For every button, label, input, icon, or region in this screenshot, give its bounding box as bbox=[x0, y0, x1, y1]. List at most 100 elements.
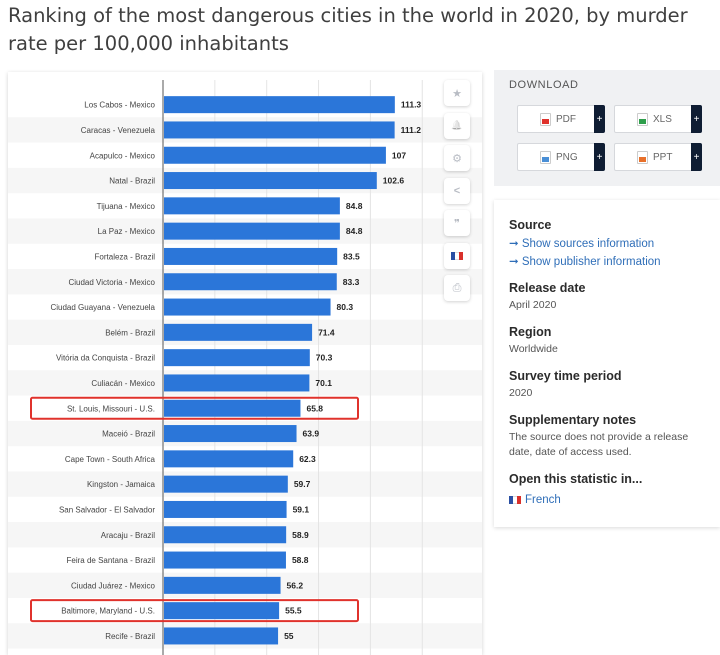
cite-button[interactable]: ❞ bbox=[444, 210, 470, 236]
flag-fr-icon bbox=[509, 495, 521, 504]
category-label: Ciudad Juárez - Mexico bbox=[71, 581, 156, 590]
survey-period-heading: Survey time period bbox=[509, 369, 622, 383]
value-label: 70.3 bbox=[316, 353, 333, 363]
supplementary-notes-heading: Supplementary notes bbox=[509, 413, 637, 427]
release-date-value: April 2020 bbox=[509, 299, 557, 311]
bar[interactable] bbox=[164, 374, 310, 392]
bar-chart: Los Cabos - Mexico 111.3 Caracas - Venezue… bbox=[8, 80, 482, 655]
settings-icon: ⚙ bbox=[452, 152, 462, 165]
ppt-file-icon bbox=[637, 150, 648, 164]
bar[interactable] bbox=[164, 121, 395, 139]
download-xls-button[interactable]: XLS + bbox=[614, 105, 702, 133]
region-value: Worldwide bbox=[509, 343, 558, 355]
png-plus: + bbox=[594, 143, 605, 171]
xls-plus: + bbox=[691, 105, 702, 133]
favorite-button[interactable]: ★ bbox=[444, 80, 470, 106]
supplementary-notes-value: The source does not provide a release da… bbox=[509, 431, 689, 458]
value-label: 55.5 bbox=[285, 606, 302, 616]
value-label: 80.3 bbox=[337, 302, 354, 312]
bar[interactable] bbox=[164, 500, 287, 518]
survey-period-value: 2020 bbox=[509, 387, 533, 399]
pdf-file-icon bbox=[540, 112, 551, 126]
bar[interactable] bbox=[164, 172, 377, 190]
highlight-box bbox=[30, 396, 359, 420]
category-label: Maceió - Brazil bbox=[102, 430, 155, 439]
bar[interactable] bbox=[164, 222, 340, 240]
category-label: Culiacán - Mexico bbox=[91, 379, 155, 388]
notification-button[interactable]: 🔔 bbox=[444, 112, 470, 139]
bar[interactable] bbox=[164, 146, 386, 164]
value-label: 59.1 bbox=[293, 504, 310, 514]
open-in-french-label: French bbox=[525, 494, 561, 506]
download-png-button[interactable]: PNG + bbox=[517, 143, 605, 171]
category-label: San Salvador - El Salvador bbox=[59, 505, 155, 514]
download-pdf-button[interactable]: PDF + bbox=[517, 105, 605, 133]
download-ppt-button[interactable]: PPT + bbox=[614, 143, 702, 171]
value-label: 107 bbox=[392, 150, 406, 160]
statistic-info-panel: Source ➞ Show sources information ➞ Show… bbox=[494, 200, 720, 527]
bar[interactable] bbox=[164, 602, 280, 620]
category-label: Natal - Brazil bbox=[109, 177, 155, 186]
bar[interactable] bbox=[164, 450, 294, 468]
download-title: DOWNLOAD bbox=[509, 79, 579, 91]
bar[interactable] bbox=[164, 349, 310, 367]
bar[interactable] bbox=[164, 96, 395, 114]
chart-panel: Los Cabos - Mexico 111.3 Caracas - Venezue… bbox=[8, 72, 482, 655]
show-publisher-link[interactable]: ➞ Show publisher information bbox=[509, 256, 661, 268]
value-label: 56.2 bbox=[287, 580, 304, 590]
highlight-box bbox=[30, 599, 359, 623]
bar[interactable] bbox=[164, 399, 301, 417]
value-label: 84.8 bbox=[346, 226, 363, 236]
release-date-heading: Release date bbox=[509, 281, 586, 295]
category-label: Baltimore, Maryland - U.S. bbox=[61, 607, 155, 616]
value-label: 63.9 bbox=[303, 429, 320, 439]
category-label: Recife - Brazil bbox=[105, 632, 155, 641]
category-label: Aracaju - Brazil bbox=[101, 531, 155, 540]
bar[interactable] bbox=[164, 298, 331, 316]
value-label: 65.8 bbox=[306, 403, 323, 413]
settings-button[interactable]: ⚙ bbox=[444, 145, 470, 171]
print-button[interactable]: ⎙ bbox=[444, 275, 470, 301]
value-label: 102.6 bbox=[383, 176, 405, 186]
category-label: Vitória da Conquista - Brazil bbox=[56, 354, 155, 363]
bar[interactable] bbox=[164, 526, 287, 544]
bar[interactable] bbox=[164, 551, 286, 569]
value-label: 59.7 bbox=[294, 479, 311, 489]
language-button[interactable] bbox=[444, 242, 470, 269]
png-file-icon bbox=[540, 150, 551, 164]
category-label: Belém - Brazil bbox=[105, 328, 155, 337]
category-label: Ciudad Guayana - Venezuela bbox=[50, 303, 155, 312]
category-label: Kingston - Jamaica bbox=[87, 480, 156, 489]
share-button[interactable]: < bbox=[444, 177, 470, 204]
bar[interactable] bbox=[164, 247, 338, 265]
ppt-plus: + bbox=[691, 143, 702, 171]
category-label: Feira de Santana - Brazil bbox=[67, 556, 156, 565]
value-label: 111.2 bbox=[401, 125, 422, 135]
bar[interactable] bbox=[164, 576, 281, 594]
category-label: St. Louis, Missouri - U.S. bbox=[67, 404, 155, 413]
bar[interactable] bbox=[164, 425, 297, 443]
value-label: 62.3 bbox=[299, 454, 316, 464]
download-panel: DOWNLOAD PDF + XLS + PNG + PPT + bbox=[494, 70, 720, 186]
show-sources-link[interactable]: ➞ Show sources information bbox=[509, 238, 655, 250]
pdf-label: PDF bbox=[556, 113, 576, 125]
share-icon: < bbox=[453, 184, 461, 197]
bar[interactable] bbox=[164, 627, 279, 645]
quote-icon: ❞ bbox=[454, 217, 460, 230]
category-label: Caracas - Venezuela bbox=[81, 126, 156, 135]
open-statistic-heading: Open this statistic in... bbox=[509, 472, 643, 486]
category-label: Cape Town - South Africa bbox=[65, 455, 156, 464]
category-label: Ciudad Victoria - Mexico bbox=[68, 278, 155, 287]
category-label: Tijuana - Mexico bbox=[97, 202, 156, 211]
print-icon: ⎙ bbox=[452, 281, 462, 294]
category-label: Los Cabos - Mexico bbox=[84, 101, 155, 110]
bar[interactable] bbox=[164, 273, 337, 291]
bar[interactable] bbox=[164, 197, 340, 215]
flag-fr-icon bbox=[451, 251, 463, 260]
value-label: 58.9 bbox=[292, 530, 309, 540]
bar[interactable] bbox=[164, 475, 288, 493]
bar[interactable] bbox=[164, 323, 313, 341]
open-in-french-link[interactable]: French bbox=[509, 491, 709, 509]
region-heading: Region bbox=[509, 325, 552, 339]
ppt-label: PPT bbox=[653, 151, 673, 163]
